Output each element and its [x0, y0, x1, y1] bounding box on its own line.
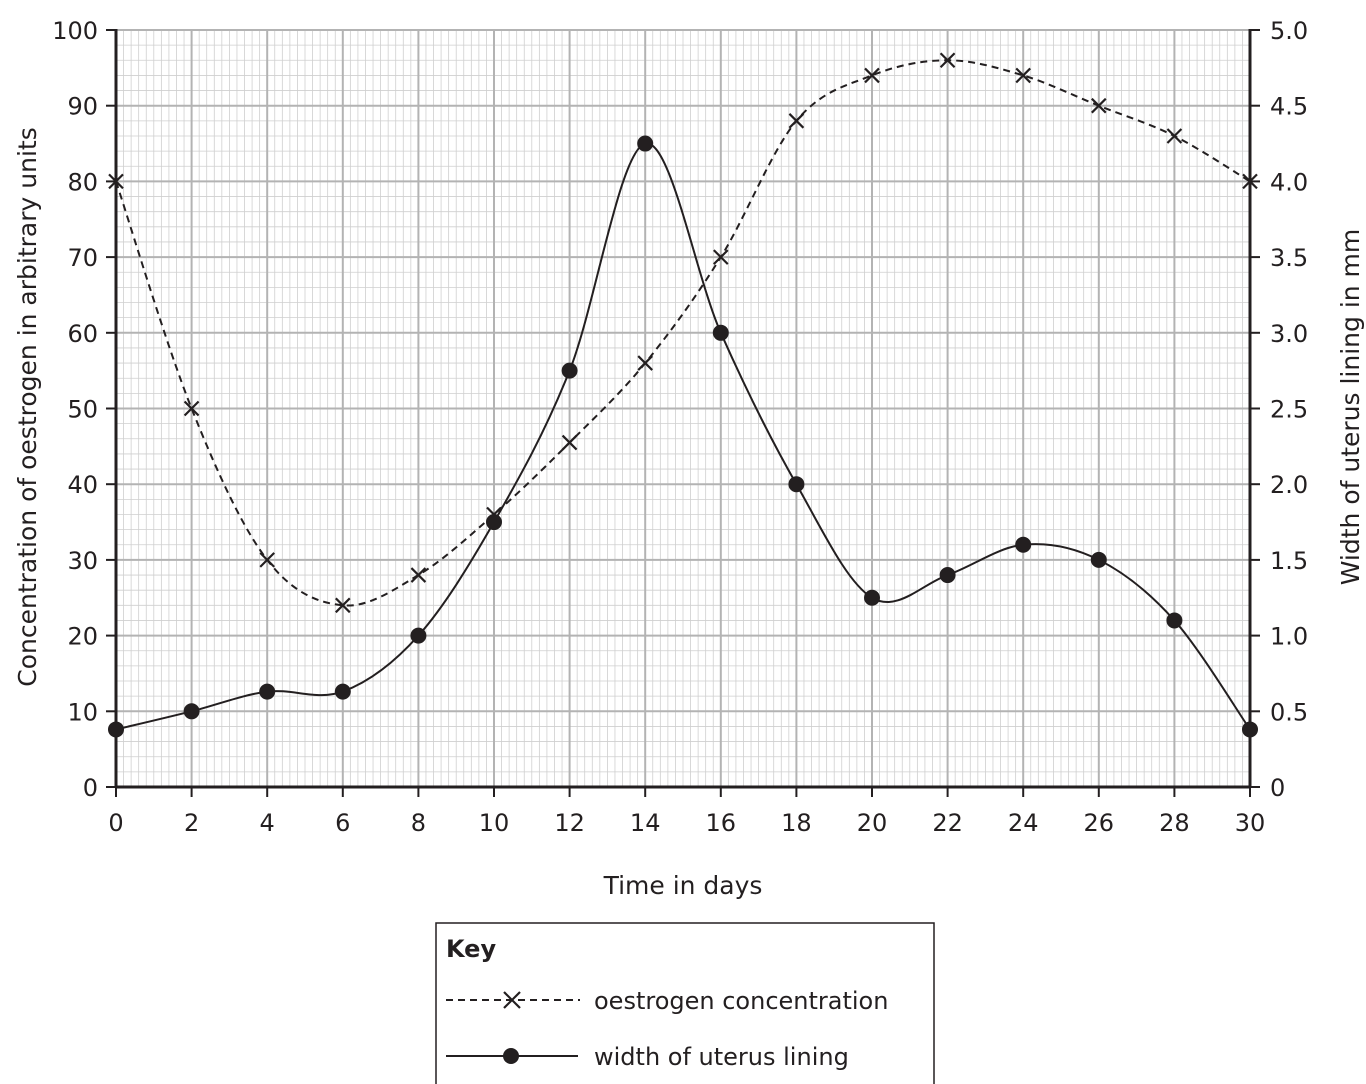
data-point-cross [637, 355, 653, 371]
data-point-cross [108, 173, 124, 190]
y-right-tick-label: 0.5 [1270, 698, 1308, 726]
legend-box [435, 922, 935, 1084]
x-tick-label: 24 [1008, 809, 1039, 837]
data-point-dot [1242, 721, 1258, 738]
y-right-tick-labels: 0 0.5 1.0 1.5 2.0 2.5 3.0 3.5 4.0 4.5 5.0 [1270, 17, 1308, 802]
y-right-tick-label: 2.5 [1270, 396, 1308, 424]
data-point-dot [1166, 612, 1183, 629]
y-left-tick-labels: 0 10 20 30 40 50 60 70 80 90 100 [52, 17, 98, 802]
legend-label-uterus: width of uterus lining [594, 1043, 849, 1071]
x-tick-label: 26 [1084, 809, 1115, 837]
y-left-tick-label: 0 [83, 774, 98, 802]
data-point-dot [183, 703, 200, 720]
data-point-cross [1242, 173, 1258, 190]
y-right-tick-label: 4.0 [1270, 168, 1308, 196]
x-tick-label: 0 [108, 809, 123, 837]
legend-item-oestrogen: oestrogen concentration [446, 987, 888, 1015]
data-point-dot [410, 627, 427, 644]
x-tick-label: 22 [932, 809, 963, 837]
y-left-tick-label: 100 [52, 17, 98, 45]
y-right-tick-label: 1.0 [1270, 623, 1308, 651]
axes [106, 29, 1260, 797]
x-axis-title: Time in days [603, 871, 763, 900]
series-uterus-lining [108, 135, 1258, 738]
series-line [115, 59, 1251, 607]
y-right-tick-label: 2.0 [1270, 471, 1308, 499]
x-tick-label: 4 [260, 809, 275, 837]
data-point-dot [1015, 536, 1032, 553]
data-point-cross [864, 67, 880, 84]
data-point-cross [788, 113, 805, 129]
legend-title: Key [446, 935, 496, 963]
x-tick-label: 28 [1159, 809, 1190, 837]
x-tick-label: 20 [857, 809, 888, 837]
legend: Key oestrogen concentration width of ute… [435, 922, 935, 1084]
data-point-cross [713, 249, 729, 265]
x-tick-label: 8 [411, 809, 426, 837]
y-right-tick-label: 0 [1270, 774, 1285, 802]
y-right-tick-label: 3.5 [1270, 244, 1308, 272]
y-left-tick-label: 80 [67, 168, 98, 196]
data-point-dot [788, 476, 805, 493]
y-left-tick-label: 50 [67, 396, 98, 424]
y-right-tick-label: 5.0 [1270, 17, 1308, 45]
y-left-tick-label: 20 [67, 623, 98, 651]
y-left-tick-label: 70 [67, 244, 98, 272]
data-point-dot [486, 514, 502, 531]
x-tick-label: 18 [781, 809, 812, 837]
data-point-dot [637, 135, 654, 152]
x-tick-label: 12 [554, 809, 585, 837]
data-point-cross [939, 52, 956, 69]
data-point-cross [410, 567, 427, 583]
x-tick-label: 14 [630, 809, 661, 837]
legend-item-uterus: width of uterus lining [446, 1043, 849, 1071]
series-layer [108, 52, 1258, 738]
y-right-tick-label: 3.0 [1270, 320, 1308, 348]
data-point-dot [561, 362, 578, 379]
data-point-cross [335, 597, 351, 614]
data-point-cross [1166, 128, 1183, 144]
x-tick-label: 2 [184, 809, 199, 837]
x-tick-label: 16 [706, 809, 737, 837]
data-point-dot [1090, 551, 1107, 568]
data-point-dot [712, 324, 729, 341]
data-point-cross [1091, 97, 1107, 114]
data-point-dot [864, 589, 880, 606]
legend-cross-marker [503, 991, 521, 1009]
data-point-cross [561, 434, 578, 451]
legend-label-oestrogen: oestrogen concentration [594, 987, 888, 1015]
x-tick-label: 6 [335, 809, 350, 837]
data-point-cross [1015, 67, 1031, 84]
y-left-tick-label: 40 [67, 471, 98, 499]
data-point-dot [108, 721, 124, 738]
y-left-tick-label: 30 [67, 547, 98, 575]
data-point-cross [259, 552, 275, 568]
y-right-tick-label: 1.5 [1270, 547, 1308, 575]
x-tick-labels: 0 2 4 6 8 10 12 14 16 18 20 22 24 26 28 30 [108, 809, 1265, 837]
x-tick-label: 10 [479, 809, 510, 837]
x-tick-label: 30 [1235, 809, 1266, 837]
data-point-dot [939, 567, 956, 584]
legend-dot-marker [503, 1048, 519, 1064]
y-left-tick-label: 10 [67, 698, 98, 726]
y-right-axis-title: Width of uterus lining in mm [1336, 229, 1365, 586]
y-left-axis-title: Concentration of oestrogen in arbitrary … [13, 127, 42, 686]
data-point-dot [334, 683, 351, 700]
y-left-tick-label: 90 [67, 93, 98, 121]
data-point-cross [183, 400, 200, 417]
data-point-dot [259, 683, 276, 700]
y-left-tick-label: 60 [67, 320, 98, 348]
y-right-tick-label: 4.5 [1270, 93, 1308, 121]
